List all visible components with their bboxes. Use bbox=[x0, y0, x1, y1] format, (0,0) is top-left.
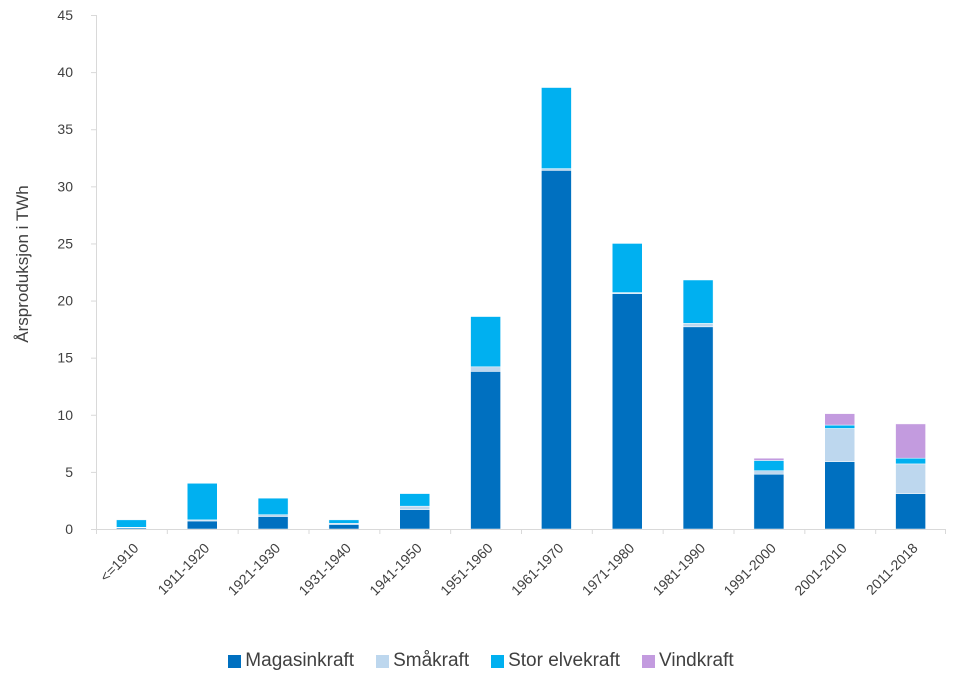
bar-segment-småkraft bbox=[753, 470, 785, 475]
bar-segment-magasinkraft bbox=[399, 509, 430, 530]
x-tick-label: 1911-1920 bbox=[154, 540, 212, 598]
bar-segment-stor-elvekraft bbox=[328, 519, 360, 524]
x-tick-label: 2011-2018 bbox=[863, 540, 921, 598]
bar-segment-stor-elvekraft bbox=[895, 457, 926, 465]
bar-segment-vindkraft bbox=[895, 423, 926, 459]
bar-segment-småkraft bbox=[824, 428, 855, 462]
bar-segment-småkraft bbox=[895, 463, 926, 494]
bar-segment-magasinkraft bbox=[541, 170, 572, 530]
x-tick-label: 1921-1930 bbox=[225, 540, 284, 599]
bar-segment-stor-elvekraft bbox=[399, 493, 430, 507]
y-tick-label: 20 bbox=[57, 293, 73, 309]
bar-segment-stor-elvekraft bbox=[257, 497, 289, 515]
bar-segment-magasinkraft bbox=[753, 473, 785, 530]
x-tick-label: 1971-1980 bbox=[579, 540, 638, 599]
y-tick-label: 5 bbox=[65, 464, 73, 480]
legend-label: Vindkraft bbox=[659, 650, 734, 671]
bars bbox=[116, 87, 926, 530]
bar-segment-magasinkraft bbox=[257, 516, 289, 530]
bar-segment-småkraft bbox=[470, 366, 501, 372]
bar-segment-stor-elvekraft bbox=[116, 519, 147, 528]
legend-item: Småkraft bbox=[376, 650, 469, 672]
bar-segment-stor-elvekraft bbox=[470, 316, 501, 368]
legend-label: Småkraft bbox=[393, 650, 470, 671]
x-tick-label: 1931-1940 bbox=[295, 540, 354, 599]
x-tick-label: 1991-2000 bbox=[720, 540, 779, 599]
legend-swatch bbox=[642, 654, 656, 668]
bar-segment-stor-elvekraft bbox=[824, 424, 855, 429]
legend-item: Stor elvekraft bbox=[491, 650, 620, 672]
legend-item: Magasinkraft bbox=[228, 650, 354, 672]
bar-segment-magasinkraft bbox=[682, 326, 714, 530]
y-tick-label: 0 bbox=[65, 521, 73, 537]
bar-segment-magasinkraft bbox=[612, 293, 643, 530]
legend-swatch bbox=[228, 654, 242, 668]
bar-segment-vindkraft bbox=[753, 457, 785, 461]
x-tick-label: 1941-1950 bbox=[366, 540, 425, 599]
x-tick-label: 1981-1990 bbox=[650, 540, 709, 599]
x-tick-label: 1951-1960 bbox=[437, 540, 496, 599]
bar-segment-magasinkraft bbox=[328, 524, 360, 530]
legend: Magasinkraft Småkraft Stor elvekraft Vindkr… bbox=[0, 650, 962, 672]
y-tick-label: 35 bbox=[57, 121, 73, 137]
bar-segment-småkraft bbox=[541, 168, 572, 171]
x-tick-label: 1961-1970 bbox=[508, 540, 567, 599]
bar-segment-magasinkraft bbox=[187, 520, 218, 530]
legend-label: Stor elvekraft bbox=[508, 650, 621, 671]
bar-segment-stor-elvekraft bbox=[541, 87, 572, 169]
bar-segment-stor-elvekraft bbox=[682, 279, 714, 324]
x-axis-ticks: <=1910 1911-1920 1921-1930 1931-1940 1941-19… bbox=[96, 529, 946, 599]
y-tick-label: 15 bbox=[57, 350, 73, 366]
bar-segment-magasinkraft bbox=[824, 461, 855, 530]
bar-segment-småkraft bbox=[682, 323, 714, 328]
y-axis-ticks: 0 5 10 15 20 25 30 35 40 45 bbox=[57, 7, 96, 537]
bar-segment-stor-elvekraft bbox=[753, 460, 785, 471]
x-tick-label: 2001-2010 bbox=[791, 540, 850, 599]
y-tick-label: 40 bbox=[57, 64, 73, 80]
y-tick-label: 30 bbox=[57, 178, 73, 194]
legend-label: Magasinkraft bbox=[245, 650, 355, 671]
y-tick-label: 10 bbox=[57, 407, 73, 423]
x-tick-label: <=1910 bbox=[97, 540, 142, 585]
bar-segment-småkraft bbox=[399, 505, 430, 510]
bar-segment-magasinkraft bbox=[470, 371, 501, 530]
bar-segment-stor-elvekraft bbox=[187, 483, 218, 521]
y-tick-label: 25 bbox=[57, 235, 73, 251]
legend-swatch bbox=[491, 654, 505, 668]
y-axis-label: Årsproduksjon i TWh bbox=[13, 185, 32, 342]
chart: 0 5 10 15 20 25 30 35 40 45 <=1910 1911-1920 1921-1… bbox=[13, 7, 946, 599]
legend-swatch bbox=[376, 654, 390, 668]
bar-segment-vindkraft bbox=[824, 413, 855, 426]
y-tick-label: 45 bbox=[57, 7, 73, 23]
bar-segment-stor-elvekraft bbox=[612, 243, 643, 293]
bar-segment-magasinkraft bbox=[895, 493, 926, 530]
legend-item: Vindkraft bbox=[642, 650, 734, 672]
bar-segment-småkraft bbox=[257, 514, 289, 517]
